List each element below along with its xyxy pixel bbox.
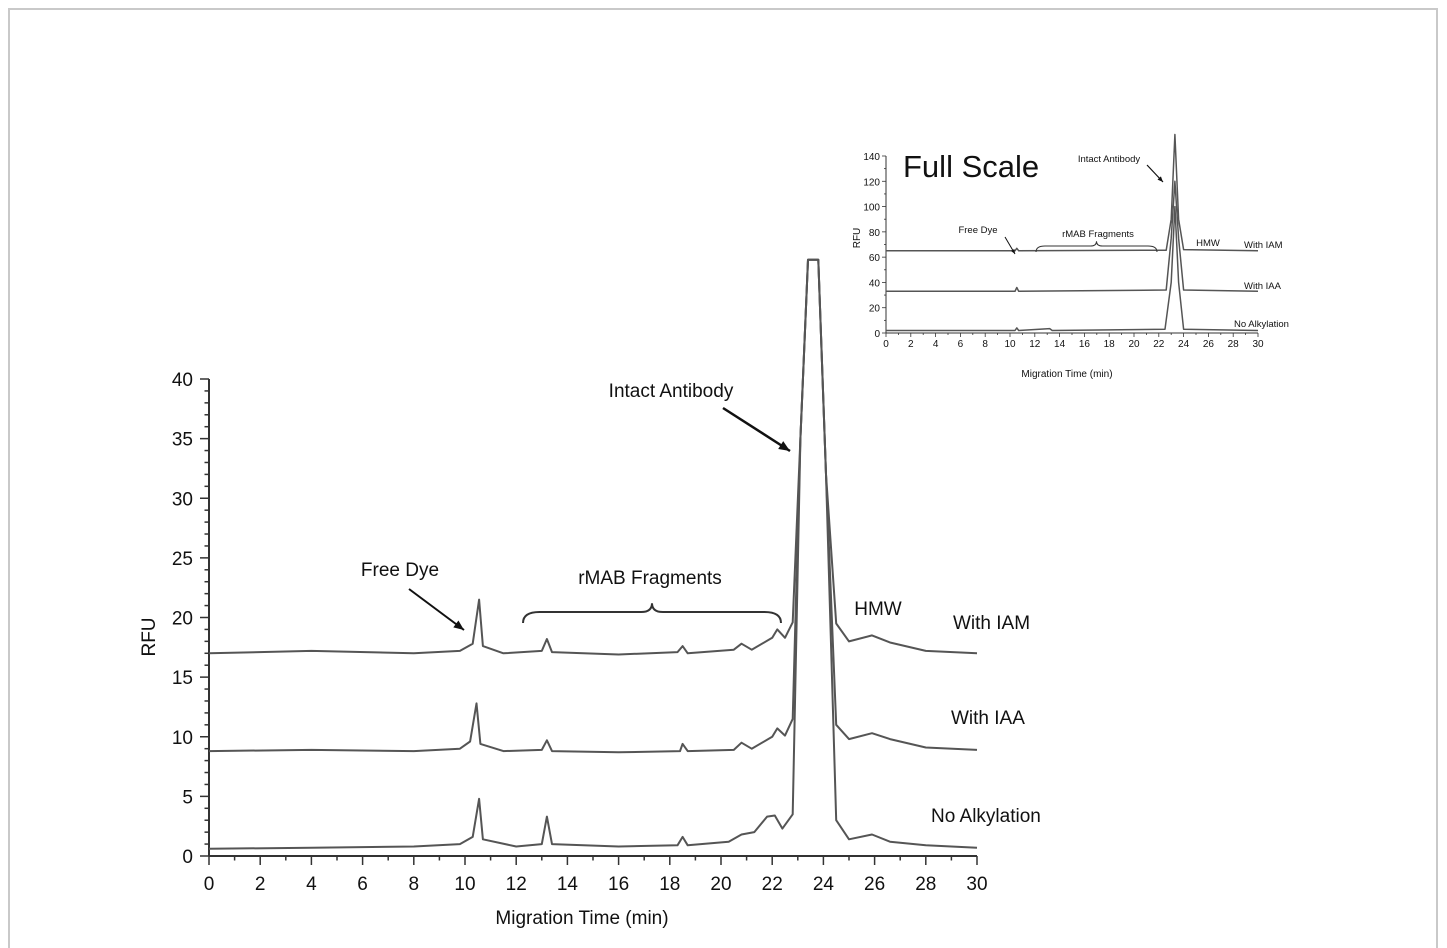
- main-series-label-with-iaa: With IAA: [951, 708, 1025, 729]
- main-chart: RFU Migration Time (min) Free Dye rMAB F…: [139, 258, 1041, 929]
- inset-title: Full Scale: [903, 149, 1039, 184]
- main-intact-antibody-arrow-shaft: [722, 406, 791, 453]
- main-annotation-hmw: HMW: [854, 599, 902, 620]
- main-y-tick-label: 5: [182, 787, 193, 808]
- main-fragments-brace: [522, 603, 782, 624]
- main-y-axis-label: RFU: [139, 617, 160, 656]
- inset-chart-full-scale: Full Scale RFU Migration Time (min) Free…: [852, 133, 1289, 380]
- inset-x-tick-label: 12: [1029, 339, 1041, 350]
- main-y-tick-label: 15: [172, 668, 193, 689]
- main-trace-no-alkylation: [208, 258, 978, 850]
- main-x-tick-label: 10: [454, 874, 475, 895]
- main-x-tick-label: 24: [813, 874, 835, 895]
- inset-y-tick-label: 20: [869, 304, 881, 315]
- main-x-tick-label: 2: [255, 874, 266, 895]
- main-x-tick-label: 20: [710, 874, 731, 895]
- main-intact-antibody-arrow-head: [778, 441, 790, 451]
- main-x-tick-label: 8: [409, 874, 420, 895]
- inset-fragments-brace: [1035, 241, 1158, 253]
- main-x-tick-label: 0: [204, 874, 215, 895]
- inset-x-tick-label: 30: [1252, 339, 1264, 350]
- main-x-tick-label: 12: [506, 874, 527, 895]
- inset-annotation-rmab-fragments: rMAB Fragments: [1062, 229, 1134, 240]
- inset-y-tick-label: 40: [869, 278, 881, 289]
- main-y-tick-label: 25: [172, 549, 193, 570]
- inset-y-tick-label: 60: [869, 253, 881, 264]
- main-y-tick-label: 0: [182, 847, 193, 868]
- main-x-tick-label: 4: [306, 874, 317, 895]
- main-x-tick-label: 18: [659, 874, 680, 895]
- inset-y-axis-label: RFU: [852, 228, 863, 249]
- main-x-tick-label: 30: [966, 874, 987, 895]
- main-series-label-no-alkylation: No Alkylation: [931, 806, 1041, 827]
- inset-trace-with-iam: [886, 133, 1259, 252]
- inset-x-tick-label: 20: [1128, 339, 1140, 350]
- inset-x-tick-label: 4: [933, 339, 939, 350]
- main-free-dye-arrow-head: [453, 620, 464, 630]
- main-y-tick-label: 10: [172, 728, 193, 749]
- inset-annotation-free-dye: Free Dye: [958, 225, 997, 236]
- main-annotation-intact-antibody: Intact Antibody: [609, 381, 734, 402]
- inset-x-tick-label: 14: [1054, 339, 1066, 350]
- inset-intact-antibody-arrow-head: [1157, 176, 1163, 182]
- inset-series-label-with-iaa: With IAA: [1244, 281, 1282, 292]
- inset-x-tick-label: 8: [982, 339, 988, 350]
- main-x-tick-label: 16: [608, 874, 629, 895]
- inset-series-label-no-alkylation: No Alkylation: [1234, 319, 1289, 330]
- inset-annotation-intact-antibody: Intact Antibody: [1078, 154, 1141, 165]
- inset-y-tick-label: 0: [874, 329, 880, 340]
- inset-x-tick-label: 10: [1004, 339, 1016, 350]
- main-x-tick-label: 28: [915, 874, 936, 895]
- main-y-tick-label: 40: [172, 370, 193, 391]
- inset-x-tick-label: 26: [1203, 339, 1215, 350]
- main-x-tick-label: 26: [864, 874, 885, 895]
- main-x-tick-label: 6: [357, 874, 368, 895]
- inset-x-tick-label: 24: [1178, 339, 1190, 350]
- main-y-tick-label: 35: [172, 430, 193, 451]
- main-series-label-with-iam: With IAM: [953, 613, 1030, 634]
- main-y-tick-label: 30: [172, 489, 193, 510]
- inset-y-tick-label: 140: [863, 152, 880, 163]
- inset-x-axis-label: Migration Time (min): [1021, 369, 1112, 380]
- inset-trace-no-alkylation: [886, 205, 1259, 332]
- inset-x-tick-label: 22: [1153, 339, 1165, 350]
- inset-x-tick-label: 6: [958, 339, 964, 350]
- inset-trace-with-iaa: [886, 180, 1259, 293]
- main-trace-with-iam: [208, 258, 978, 656]
- inset-x-tick-label: 16: [1079, 339, 1091, 350]
- main-x-tick-label: 14: [557, 874, 579, 895]
- inset-x-tick-label: 0: [883, 339, 889, 350]
- figure-frame: [8, 8, 1438, 948]
- inset-series-label-with-iam: With IAM: [1244, 240, 1283, 251]
- inset-free-dye-arrow-head: [1010, 249, 1015, 254]
- inset-x-tick-label: 28: [1228, 339, 1240, 350]
- main-annotation-free-dye: Free Dye: [361, 560, 439, 581]
- main-trace-with-iaa: [208, 258, 978, 754]
- inset-x-tick-label: 18: [1104, 339, 1116, 350]
- main-annotation-rmab-fragments: rMAB Fragments: [578, 568, 722, 589]
- main-x-axis-label: Migration Time (min): [495, 908, 668, 929]
- inset-y-tick-label: 120: [863, 177, 880, 188]
- inset-annotation-hmw: HMW: [1196, 238, 1220, 249]
- inset-y-tick-label: 80: [869, 228, 881, 239]
- main-free-dye-arrow-shaft: [408, 588, 465, 631]
- main-y-tick-label: 20: [172, 609, 193, 630]
- inset-x-tick-label: 2: [908, 339, 914, 350]
- main-x-tick-label: 22: [762, 874, 783, 895]
- inset-y-tick-label: 100: [863, 203, 880, 214]
